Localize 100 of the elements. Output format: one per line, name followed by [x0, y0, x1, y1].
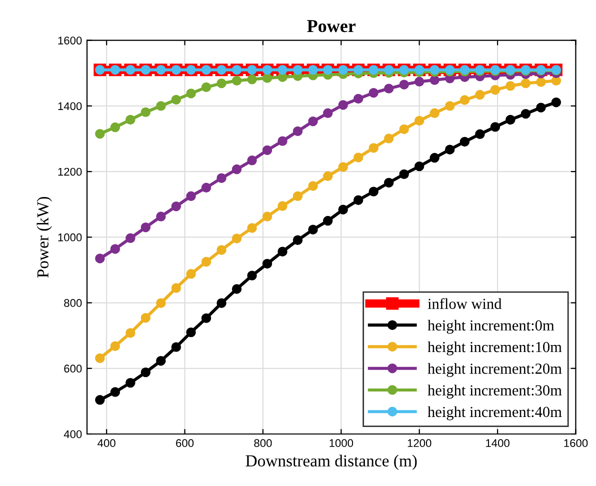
point	[201, 182, 212, 192]
point	[201, 82, 212, 92]
point	[156, 101, 166, 111]
point	[353, 152, 364, 162]
x-tick-label: 800	[254, 439, 272, 448]
point	[444, 101, 455, 111]
point	[126, 378, 136, 388]
point	[171, 201, 182, 212]
point	[110, 387, 120, 397]
point	[262, 145, 272, 156]
point	[506, 81, 516, 91]
point	[308, 116, 318, 126]
point	[232, 284, 242, 294]
x-tick-label: 1400	[486, 439, 510, 448]
point	[460, 95, 470, 105]
point	[399, 80, 409, 90]
x-tick-label: 1200	[408, 439, 432, 448]
point	[322, 108, 333, 118]
point	[110, 244, 120, 254]
legend-label: inflow wind	[428, 298, 502, 309]
point	[95, 254, 105, 264]
point	[475, 90, 485, 100]
point	[126, 114, 136, 125]
point	[536, 77, 546, 87]
point	[414, 116, 424, 126]
point	[140, 367, 151, 378]
point	[308, 181, 318, 191]
point	[520, 78, 531, 88]
point	[201, 313, 212, 324]
point	[126, 233, 136, 244]
point	[292, 235, 303, 245]
legend-label: height increment:40m	[428, 406, 562, 420]
point	[551, 97, 562, 108]
point	[292, 191, 303, 202]
point	[156, 298, 166, 308]
point	[232, 234, 242, 244]
point	[95, 353, 105, 364]
x-axis-title: Downstream distance (m)	[246, 454, 417, 470]
point	[216, 298, 226, 308]
point	[278, 246, 288, 256]
point	[430, 108, 440, 118]
x-tick-label: 400	[98, 439, 116, 448]
point	[384, 134, 394, 144]
point	[308, 224, 318, 234]
point	[460, 136, 470, 147]
point	[186, 269, 196, 279]
point	[156, 356, 166, 366]
point	[247, 156, 257, 166]
point	[262, 73, 272, 83]
point	[201, 256, 212, 267]
point	[278, 136, 288, 146]
point	[140, 107, 151, 118]
point	[95, 128, 105, 139]
point	[520, 108, 531, 119]
point	[186, 327, 196, 338]
point	[490, 122, 500, 132]
point	[232, 76, 242, 86]
point	[384, 84, 394, 94]
point	[140, 222, 151, 232]
point	[186, 88, 196, 98]
point	[490, 85, 500, 95]
point	[262, 258, 272, 269]
point	[384, 178, 394, 188]
point	[414, 76, 424, 87]
y-axis-title: Power (kW)	[36, 196, 52, 278]
point	[338, 162, 348, 172]
point	[353, 195, 364, 205]
x-tick-label: 1600	[564, 439, 588, 448]
point	[430, 152, 440, 163]
point	[171, 283, 182, 293]
point	[171, 342, 182, 352]
point	[506, 114, 516, 125]
point	[110, 122, 120, 132]
point	[368, 143, 378, 153]
y-tick-label: 1400	[58, 102, 82, 110]
point	[156, 212, 166, 222]
point	[110, 341, 120, 351]
y-tick-label: 400	[64, 430, 82, 438]
point	[536, 102, 546, 112]
point	[414, 161, 424, 172]
point	[262, 212, 272, 222]
y-tick-label: 600	[64, 364, 82, 373]
point	[171, 94, 182, 105]
point	[216, 78, 226, 88]
point	[430, 75, 440, 85]
point	[399, 169, 409, 180]
point	[399, 124, 409, 134]
point	[368, 88, 378, 98]
point	[368, 186, 378, 196]
legend-label: height increment:20m	[428, 363, 562, 377]
point	[292, 126, 303, 136]
point	[126, 328, 136, 338]
point	[247, 74, 257, 84]
legend-label: height increment:10m	[428, 341, 562, 356]
point	[444, 144, 455, 154]
y-tick-label: 800	[64, 299, 82, 307]
y-tick-label: 1000	[58, 233, 82, 242]
point	[216, 173, 226, 183]
chart-title: Power	[307, 20, 356, 32]
point	[475, 129, 485, 140]
